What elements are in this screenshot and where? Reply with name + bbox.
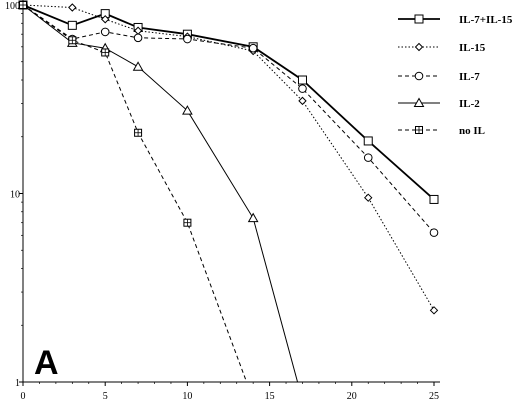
data-point-il-7 <box>133 33 143 43</box>
data-point-il-7-il-15 <box>429 194 439 204</box>
series-il-2 <box>17 0 299 383</box>
data-point-il-2 <box>132 61 144 71</box>
y-tick-label: 100 <box>5 1 20 12</box>
x-tick-label: 10 <box>182 391 192 402</box>
data-point-il-15 <box>298 96 307 106</box>
series-il-7 <box>18 0 439 237</box>
x-tick-label: 15 <box>265 391 275 402</box>
data-point-il-7 <box>183 34 192 44</box>
legend-marker <box>413 97 425 107</box>
series-no-il <box>19 1 248 383</box>
x-tick-label: 5 <box>103 391 108 402</box>
legend-label: IL-7+IL-15 <box>459 14 513 26</box>
legend-label: IL-15 <box>459 42 486 54</box>
legend-item-il-7: IL-7 <box>398 71 480 83</box>
data-point-il-7 <box>248 43 258 53</box>
data-point-il-7 <box>100 27 110 37</box>
data-point-il-7 <box>298 84 307 93</box>
data-point-il-7 <box>429 228 439 237</box>
series-line-il-2 <box>22 4 299 383</box>
series-line-il-7 <box>22 4 435 233</box>
data-point-il-15 <box>364 193 373 202</box>
legend-label: no IL <box>459 125 485 137</box>
axes: 0 5 10 15 20 25 1 10 100 <box>5 1 440 402</box>
legend-label: IL-2 <box>459 98 480 110</box>
legend-marker <box>414 14 424 24</box>
legend-item-il-2: IL-2 <box>398 97 480 110</box>
legend-marker <box>414 42 424 52</box>
legend-label: IL-7 <box>459 71 480 83</box>
data-point-no-il <box>19 1 27 9</box>
x-tick-label: 25 <box>429 391 439 402</box>
panel-label: A <box>34 344 59 382</box>
data-point-il-2 <box>182 105 193 115</box>
data-point-no-il <box>183 218 192 227</box>
data-point-il-15 <box>100 15 110 24</box>
data-point-no-il <box>68 36 77 45</box>
data-point-no-il <box>101 48 110 57</box>
legend-item-il-7-il-15: IL-7+IL-15 <box>398 14 513 26</box>
data-point-no-il <box>134 128 143 137</box>
legend-item-no-il: no IL <box>398 125 485 137</box>
data-point-il-15 <box>68 3 77 12</box>
data-point-il-7-il-15 <box>297 75 307 85</box>
legend-marker <box>415 126 423 134</box>
x-tick-label: 0 <box>21 391 26 402</box>
legend-marker <box>414 71 424 81</box>
plot-area <box>17 0 439 383</box>
series-il-7-il-15 <box>18 0 439 204</box>
data-point-il-2 <box>247 212 259 223</box>
legend-item-il-15: IL-15 <box>398 42 486 54</box>
series-line-il-7-il-15 <box>22 4 435 201</box>
series-line-no-il <box>22 4 248 383</box>
x-tick-label: 20 <box>347 391 357 402</box>
data-point-il-7-il-15 <box>67 20 77 30</box>
series-il-15 <box>18 0 439 315</box>
data-point-il-7-il-15 <box>363 136 373 146</box>
data-point-il-7 <box>363 153 373 162</box>
y-tick-label: 10 <box>10 190 20 201</box>
y-tick-label: 1 <box>15 378 20 389</box>
legend: IL-7+IL-15 IL-15 IL-7 IL-2 no IL <box>398 14 513 137</box>
data-point-il-15 <box>429 306 439 315</box>
